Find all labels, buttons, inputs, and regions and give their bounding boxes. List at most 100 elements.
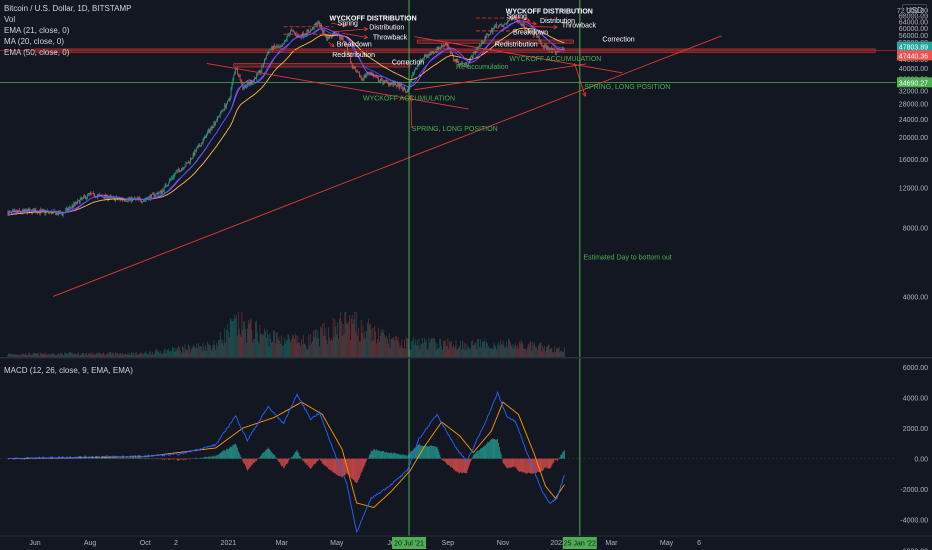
volume-bar bbox=[441, 345, 442, 357]
macd-histogram-bar bbox=[489, 440, 491, 459]
macd-histogram-bar bbox=[309, 458, 311, 468]
volume-bar bbox=[383, 330, 385, 357]
indicator-ma20[interactable]: MA (20, close, 0) bbox=[4, 37, 65, 46]
candle-body bbox=[246, 82, 248, 86]
candle-body bbox=[193, 152, 195, 156]
candle-body bbox=[196, 148, 198, 152]
candle-body bbox=[469, 59, 470, 64]
volume-bar bbox=[380, 331, 382, 357]
volume-bar bbox=[221, 342, 223, 357]
candle-body bbox=[12, 210, 13, 212]
candle-body bbox=[445, 43, 447, 45]
candle-body bbox=[506, 23, 507, 25]
candle-body bbox=[68, 207, 70, 209]
volume-bar bbox=[404, 339, 405, 357]
candle-body bbox=[523, 23, 525, 27]
candle-body bbox=[28, 209, 30, 212]
volume-bar bbox=[147, 353, 149, 357]
macd-histogram-bar bbox=[322, 458, 324, 464]
volume-bar bbox=[371, 340, 373, 357]
macd-histogram-bar bbox=[421, 445, 423, 459]
volume-bar bbox=[563, 351, 564, 357]
currency-button[interactable]: USD bbox=[902, 4, 927, 17]
volume-bar bbox=[246, 328, 248, 357]
volume-bar bbox=[45, 354, 47, 357]
macd-histogram-bar bbox=[476, 451, 478, 459]
candle-body bbox=[212, 127, 214, 129]
volume-bar bbox=[209, 345, 211, 357]
volume-bar bbox=[533, 345, 535, 357]
candle-body bbox=[505, 23, 507, 25]
macd-histogram-bar bbox=[475, 452, 477, 459]
candle-body bbox=[231, 83, 233, 89]
volume-bar bbox=[510, 344, 512, 357]
volume-bar bbox=[400, 345, 402, 357]
macd-histogram-bar bbox=[270, 451, 272, 459]
candle-body bbox=[543, 46, 545, 48]
volume-bar bbox=[151, 354, 152, 357]
macd-title[interactable]: MACD (12, 26, close, 9, EMA, EMA) bbox=[4, 366, 133, 375]
volume-bar bbox=[440, 338, 442, 357]
macd-histogram-bar bbox=[261, 454, 263, 459]
volume-bar bbox=[256, 320, 257, 357]
macd-tick-label: 0.00 bbox=[914, 457, 928, 464]
macd-histogram-bar bbox=[541, 458, 543, 472]
candle-body bbox=[330, 37, 332, 38]
volume-bar bbox=[507, 347, 508, 357]
candle-body bbox=[405, 89, 406, 92]
arrow-head bbox=[582, 92, 587, 97]
candle-body bbox=[258, 70, 260, 72]
indicator-ema21[interactable]: EMA (21, close, 0) bbox=[4, 26, 70, 35]
volume-bar bbox=[527, 346, 528, 357]
candle-body bbox=[542, 45, 544, 47]
candle-body bbox=[162, 190, 164, 192]
candle-body bbox=[185, 162, 187, 167]
candle-body bbox=[535, 31, 536, 33]
price-tick-label: 64000.00 bbox=[899, 20, 928, 27]
volume-bar bbox=[511, 347, 513, 357]
candle-body bbox=[178, 169, 180, 171]
volume-bar bbox=[356, 312, 357, 357]
candle-body bbox=[377, 77, 379, 82]
candle-body bbox=[458, 62, 460, 65]
indicator-ema50[interactable]: EMA (50, close, 0) bbox=[4, 48, 70, 57]
time-tick-label: 2 bbox=[174, 540, 178, 547]
candle-body bbox=[471, 55, 472, 58]
candle-body bbox=[558, 48, 560, 51]
macd-histogram-bar bbox=[478, 450, 480, 459]
candle-body bbox=[199, 146, 201, 147]
macd-histogram-bar bbox=[461, 458, 463, 474]
annotation-label: Spring bbox=[338, 20, 358, 27]
candle-body bbox=[273, 45, 274, 51]
volume-bar bbox=[324, 335, 326, 357]
macd-histogram-bar bbox=[494, 438, 496, 459]
volume-bars bbox=[7, 312, 565, 357]
candle-body bbox=[116, 197, 118, 200]
volume-bar bbox=[155, 349, 157, 357]
volume-bar bbox=[549, 349, 551, 357]
candle-body bbox=[159, 191, 161, 194]
candle-body bbox=[547, 46, 549, 50]
volume-bar bbox=[191, 347, 193, 357]
macd-histogram-bar bbox=[528, 458, 530, 473]
candle-body bbox=[312, 27, 313, 30]
volume-bar bbox=[475, 341, 477, 357]
macd-line bbox=[7, 390, 565, 533]
macd-histogram-bar bbox=[502, 458, 504, 463]
volume-bar bbox=[59, 354, 60, 357]
volume-bar bbox=[251, 329, 253, 357]
symbol-title[interactable]: Bitcoin / U.S. Dollar, 1D, BITSTAMP bbox=[4, 4, 132, 13]
candle-body bbox=[515, 17, 517, 21]
volume-bar bbox=[11, 354, 12, 357]
macd-histogram-bar bbox=[442, 458, 444, 461]
volume-bar bbox=[352, 323, 354, 357]
macd-histogram-bar bbox=[318, 458, 320, 461]
indicator-vol[interactable]: Vol bbox=[4, 15, 16, 24]
macd-histogram-bar bbox=[344, 458, 346, 476]
volume-bar bbox=[559, 352, 561, 357]
candle-body bbox=[425, 55, 427, 57]
volume-bar bbox=[78, 355, 80, 357]
price-badge-label: 47440.36 bbox=[899, 53, 928, 60]
volume-bar bbox=[308, 334, 310, 357]
